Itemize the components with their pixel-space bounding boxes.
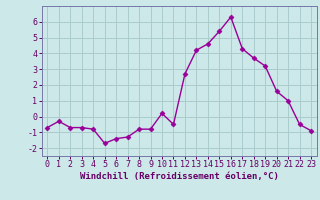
X-axis label: Windchill (Refroidissement éolien,°C): Windchill (Refroidissement éolien,°C) [80,172,279,181]
